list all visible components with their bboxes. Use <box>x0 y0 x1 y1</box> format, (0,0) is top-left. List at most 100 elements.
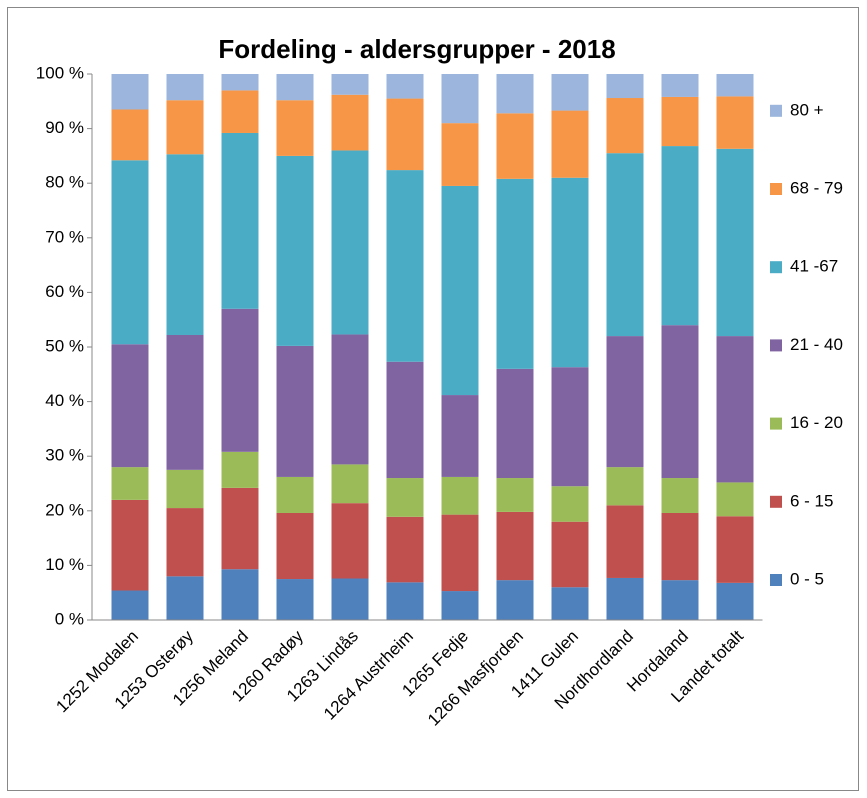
bar-segment <box>661 96 699 147</box>
y-tick-label: 50 % <box>45 336 84 355</box>
bar-segment <box>716 482 754 517</box>
legend-swatch <box>770 574 782 586</box>
bar-segment <box>111 109 149 161</box>
legend-label: 21 - 40 <box>790 335 843 354</box>
y-tick-label: 90 % <box>45 118 84 137</box>
legend-label: 0 - 5 <box>790 569 824 588</box>
bar-segment <box>386 361 424 479</box>
bar-segment <box>661 146 699 326</box>
bar-segment <box>111 590 149 620</box>
bar-segment <box>331 334 369 465</box>
bar-segment <box>386 98 424 171</box>
bar-segment <box>441 123 479 186</box>
bar-segment <box>386 582 424 620</box>
bar-segment <box>331 464 369 504</box>
y-tick-label: 20 % <box>45 500 84 519</box>
bar-segment <box>331 74 369 95</box>
bar-segment <box>111 344 149 468</box>
legend-swatch <box>770 495 782 508</box>
bar-segment <box>496 478 534 512</box>
bar-segment <box>221 90 259 133</box>
bar-segment <box>111 74 149 110</box>
bar-segment <box>276 155 314 346</box>
bar-segment <box>166 100 204 155</box>
bar-segment <box>386 170 424 362</box>
bar-segment <box>331 578 369 620</box>
legend-swatch <box>770 183 782 195</box>
y-tick-label: 10 % <box>45 555 84 574</box>
bar-segment <box>441 514 479 592</box>
bar-segment <box>276 100 314 156</box>
bar-segment <box>441 74 479 124</box>
bar-segment <box>111 499 149 591</box>
bar-segment <box>276 512 314 580</box>
bar-segment <box>551 110 589 178</box>
bar-segment <box>606 74 644 99</box>
bar-segment <box>441 185 479 396</box>
bar-segment <box>331 150 369 335</box>
bar-segment <box>221 308 259 452</box>
bar-segment <box>166 334 204 470</box>
y-tick-label: 70 % <box>45 227 84 246</box>
legend-swatch <box>770 104 782 117</box>
legend-label: 80 + <box>790 100 824 119</box>
bar-segment <box>716 96 754 149</box>
y-tick-label: 30 % <box>45 446 84 465</box>
bar-segment <box>166 508 204 577</box>
bar-segment <box>661 74 699 97</box>
bar-segment <box>221 74 259 91</box>
bar-segment <box>166 576 204 620</box>
legend-label: 16 - 20 <box>790 413 843 432</box>
bar-segment <box>331 94 369 151</box>
bar-segment <box>276 74 314 101</box>
bar-segment <box>496 178 534 369</box>
bar-segment <box>441 476 479 515</box>
bar-segment <box>166 469 204 509</box>
bar-segment <box>716 336 754 483</box>
legend-label: 41 -67 <box>790 257 838 276</box>
legend-label: 6 - 15 <box>790 491 833 510</box>
legend-swatch <box>770 261 782 274</box>
bar-segment <box>716 582 754 620</box>
bar-segment <box>221 132 259 309</box>
y-tick-label: 40 % <box>45 391 84 410</box>
bar-segment <box>551 74 589 111</box>
bar-segment <box>496 368 534 479</box>
bar-segment <box>441 395 479 477</box>
y-tick-label: 80 % <box>45 173 84 192</box>
bar-segment <box>496 113 534 179</box>
bar-segment <box>716 516 754 583</box>
bar-segment <box>606 98 644 154</box>
bar-segment <box>386 516 424 583</box>
bar-segment <box>111 160 149 345</box>
bar-segment <box>386 478 424 517</box>
bar-segment <box>716 74 754 97</box>
bar-segment <box>551 521 589 588</box>
bar-segment <box>276 579 314 620</box>
bar-segment <box>551 587 589 620</box>
bar-segment <box>606 467 644 506</box>
y-tick-label: 100 % <box>36 63 84 82</box>
bar-segment <box>661 580 699 620</box>
bar-segment <box>441 591 479 620</box>
chart-title: Fordeling - aldersgrupper - 2018 <box>218 34 615 64</box>
bar-segment <box>661 478 699 513</box>
bar-segment <box>221 569 259 620</box>
bar-segment <box>606 577 644 620</box>
bar-segment <box>276 345 314 477</box>
bar-segment <box>496 580 534 620</box>
legend-label: 68 - 79 <box>790 178 843 197</box>
bar-segment <box>661 512 699 581</box>
bar-segment <box>331 503 369 579</box>
legend-swatch <box>770 339 782 352</box>
bar-segment <box>166 154 204 335</box>
bar-segment <box>606 336 644 468</box>
y-tick-label: 60 % <box>45 282 84 301</box>
legend-swatch <box>770 417 782 430</box>
y-tick-label: 0 % <box>55 609 84 628</box>
bar-segment <box>386 74 424 99</box>
bar-segment <box>221 487 259 570</box>
bar-segment <box>661 325 699 479</box>
bar-segment <box>496 74 534 114</box>
